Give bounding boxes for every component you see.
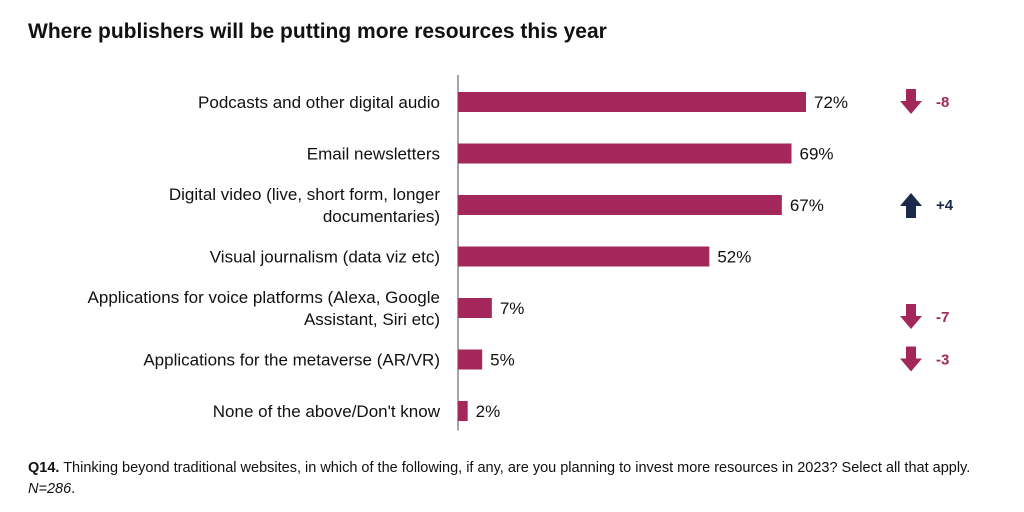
footnote-question-id: Q14. [28,460,60,476]
bar [458,246,710,267]
category-label: Applications for voice platforms (Alexa,… [88,288,440,329]
footnote-sample-size: N=286 [28,481,72,497]
footnote-end: . [71,481,76,497]
category-label: Applications for the metaverse (AR/VR) [143,351,440,370]
value-label: 69% [800,145,834,164]
category-label: Podcasts and other digital audio [198,93,440,112]
value-label: 5% [490,351,515,370]
category-label: Visual journalism (data viz etc) [210,248,440,267]
arrow-down-icon [900,346,922,372]
change-label: -8 [936,94,949,111]
value-label: 2% [476,402,501,421]
bar [458,401,468,421]
category-label: Digital video (live, short form, longer d… [169,185,441,226]
category-label: Email newsletters [307,145,440,164]
bar [458,92,806,112]
arrow-up-icon [900,193,922,218]
footnote: Q14. Thinking beyond traditional website… [28,458,1008,500]
category-label: None of the above/Don't know [213,402,441,421]
bar [458,298,492,318]
value-label: 67% [790,196,824,215]
bar [458,349,483,370]
value-label: 7% [500,299,525,318]
arrow-down-icon [900,89,922,114]
value-label: 52% [717,248,751,267]
change-label: -7 [936,309,949,326]
bar [458,143,792,164]
value-label: 72% [814,93,848,112]
footnote-question-text: Thinking beyond traditional websites, in… [59,460,971,476]
bar [458,195,782,215]
arrow-down-icon [900,304,922,329]
change-label: -3 [936,352,949,369]
chart-title: Where publishers will be putting more re… [28,20,607,43]
change-label: +4 [936,197,954,214]
